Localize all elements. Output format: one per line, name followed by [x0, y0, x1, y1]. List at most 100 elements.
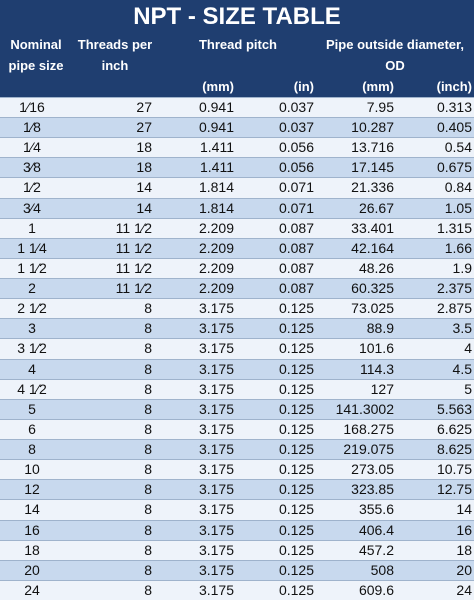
table-cell: 0.125: [278, 420, 314, 437]
table-cell: 0.125: [278, 541, 314, 558]
table-cell: 3.175: [198, 400, 234, 417]
table-cell: 355.6: [358, 501, 394, 518]
table-row: 3⁄4 14 1.814 0.071 26.67 1.05: [0, 197, 474, 218]
table-cell: 0.675: [436, 159, 472, 176]
table-row: 1⁄8 27 0.941 0.037 10.287 0.405: [0, 117, 474, 138]
table-cell: 3.175: [198, 501, 234, 518]
table-cell: 4: [28, 360, 36, 377]
table-cell: 0.125: [278, 561, 314, 578]
table-cell: 101.6: [358, 340, 394, 357]
table-cell: 0.125: [278, 400, 314, 417]
table-cell: 0.125: [278, 340, 314, 357]
table-cell: 16: [456, 521, 472, 538]
table-cell: 0.125: [278, 300, 314, 317]
table-cell: 11 1⁄2: [115, 280, 152, 297]
table-cell: 0.125: [278, 481, 314, 498]
table-cell: 1.814: [198, 199, 234, 216]
table-row: 5 8 3.175 0.125 141.3002 5.563: [0, 398, 474, 419]
table-row: 2 11 1⁄2 2.209 0.087 60.325 2.375: [0, 278, 474, 299]
table-cell: 0.056: [278, 159, 314, 176]
table-cell: 1: [28, 219, 36, 236]
table-cell: 0.087: [278, 259, 314, 276]
table-cell: 3.175: [198, 441, 234, 458]
table-cell: 14: [24, 501, 40, 518]
table-cell: 8: [144, 400, 152, 417]
table-cell: 14: [136, 179, 152, 196]
table-cell: 3.175: [198, 521, 234, 538]
table-cell: 0.941: [198, 99, 234, 115]
table-cell: 18: [136, 159, 152, 176]
table-cell: 0.087: [278, 280, 314, 297]
table-row: 1 1⁄2 11 1⁄2 2.209 0.087 48.26 1.9: [0, 257, 474, 279]
table-cell: 12.75: [436, 481, 472, 498]
table-cell: 1.814: [198, 179, 234, 196]
table-cell: 8.625: [436, 441, 472, 458]
table-cell: 8: [144, 501, 152, 518]
table-row: 1 11 1⁄2 2.209 0.087 33.401 1.315: [0, 217, 474, 238]
table-cell: 0.125: [278, 501, 314, 518]
table-row: 10 8 3.175 0.125 273.05 10.75: [0, 459, 474, 480]
table-row: 1 1⁄4 11 1⁄2 2.209 0.087 42.164 1.66: [0, 237, 474, 258]
table-cell: 0.125: [278, 360, 314, 377]
table-row: 20 8 3.175 0.125 508 20: [0, 559, 474, 580]
table-cell: 1.315: [436, 219, 472, 236]
table-row: 1⁄2 14 1.814 0.071 21.336 0.84: [0, 177, 474, 198]
table-cell: 0.125: [278, 441, 314, 458]
table-row: 3 1⁄2 8 3.175 0.125 101.6 4: [0, 338, 474, 359]
table-cell: 8: [144, 320, 152, 337]
table-row: 14 8 3.175 0.125 355.6 14: [0, 499, 474, 520]
table-cell: 1.411: [200, 159, 234, 176]
table-cell: 88.9: [366, 320, 394, 337]
table-cell: 3.5: [452, 320, 472, 337]
table-cell: 24: [456, 581, 472, 598]
table-cell: 10: [24, 461, 40, 478]
table-cell: 0.037: [278, 119, 314, 136]
table-cell: 11 1⁄2: [115, 239, 152, 256]
table-cell: 2.375: [436, 280, 472, 297]
table-cell: 5: [464, 380, 472, 397]
table-cell: 3.175: [198, 320, 234, 337]
table-cell: 8: [144, 441, 152, 458]
table-cell: 3.175: [198, 380, 234, 397]
unit-header: (in): [293, 79, 314, 94]
table-cell: 2: [28, 280, 36, 297]
table-cell: 2.209: [198, 259, 234, 276]
table-cell: 8: [144, 360, 152, 377]
table-cell: 1.66: [444, 239, 472, 256]
table-cell: 17.145: [351, 159, 394, 176]
table-cell: 2.209: [198, 280, 234, 297]
table-cell: 273.05: [351, 461, 394, 478]
table-row: 24 8 3.175 0.125 609.6 24: [0, 579, 474, 600]
table-cell: 33.401: [351, 219, 394, 236]
table-cell: 2.875: [436, 300, 472, 317]
table-row: 3 8 3.175 0.125 88.9 3.5: [0, 318, 474, 339]
table-cell: 0.54: [444, 139, 472, 156]
table-cell: 406.4: [358, 521, 394, 538]
table-cell: 609.6: [358, 581, 394, 598]
table-cell: 5.563: [436, 400, 472, 417]
table-cell: 10.75: [436, 461, 472, 478]
table-cell: 3.175: [198, 461, 234, 478]
table-cell: 1.05: [444, 199, 472, 216]
table-cell: 11 1⁄2: [115, 219, 152, 236]
table-cell: 11 1⁄2: [115, 259, 152, 276]
table-cell: 3: [28, 320, 36, 337]
table-cell: 168.275: [343, 420, 394, 437]
table-cell: 2.209: [198, 219, 234, 236]
table-cell: 48.26: [358, 259, 394, 276]
unit-header: (mm): [202, 79, 234, 94]
table-cell: 0.125: [278, 581, 314, 598]
table-cell: 14: [136, 199, 152, 216]
table-cell: 0.125: [278, 521, 314, 538]
column-header: Nominal pipe size: [8, 37, 64, 73]
table-cell: 5: [28, 400, 36, 417]
table-cell: 42.164: [351, 239, 394, 256]
table-cell: 8: [144, 561, 152, 578]
table-cell: 8: [144, 461, 152, 478]
table-cell: 127: [370, 380, 394, 397]
table-cell: 457.2: [358, 541, 394, 558]
table-cell: 8: [144, 340, 152, 357]
table-row: 4 1⁄2 8 3.175 0.125 127 5: [0, 378, 474, 399]
table-cell: 13.716: [351, 139, 394, 156]
table-cell: 21.336: [351, 179, 394, 196]
